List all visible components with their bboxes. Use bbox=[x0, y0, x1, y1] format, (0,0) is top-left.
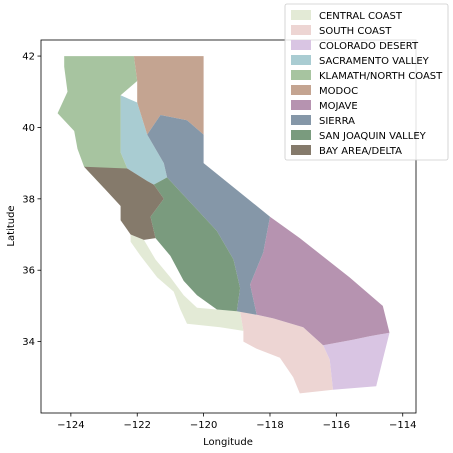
y-axis-label: Latitude bbox=[6, 205, 17, 246]
region-modoc bbox=[133, 56, 204, 135]
region-mojave bbox=[250, 216, 390, 346]
legend-box bbox=[284, 3, 449, 161]
x-tick-label: −118 bbox=[256, 420, 283, 431]
legend-swatch-colorado-desert bbox=[291, 40, 311, 50]
x-axis-label: Longitude bbox=[203, 437, 253, 448]
region-san-joaquin-valley bbox=[150, 177, 241, 312]
x-tick-label: −122 bbox=[124, 420, 151, 431]
y-tick-label: 40 bbox=[22, 123, 35, 134]
region-colorado-desert bbox=[323, 332, 390, 390]
y-tick-label: 42 bbox=[22, 52, 35, 63]
legend-swatch-central-coast bbox=[291, 10, 311, 20]
y-tick-label: 38 bbox=[22, 194, 35, 205]
legend-label-colorado-desert: COLORADO DESERT bbox=[319, 41, 419, 52]
region-central-coast bbox=[130, 234, 244, 331]
legend-swatch-sierra bbox=[291, 115, 311, 125]
region-sierra bbox=[147, 115, 270, 315]
legend-label-sierra: SIERRA bbox=[319, 116, 355, 127]
plot-frame bbox=[40, 39, 417, 414]
legend-items: CENTRAL COAST SOUTH COAST COLORADO DESERT S… bbox=[291, 10, 443, 157]
y-axis: 34 36 38 40 42 bbox=[22, 52, 41, 348]
legend-label-sacramento-valley: SACRAMENTO VALLEY bbox=[319, 56, 430, 67]
region-bay-area-delta bbox=[84, 166, 164, 240]
x-tick-label: −114 bbox=[389, 420, 416, 431]
legend-swatch-bay-area-delta bbox=[291, 145, 311, 155]
legend-swatch-sacramento-valley bbox=[291, 55, 311, 65]
x-axis: −124 −122 −120 −118 −116 −114 bbox=[57, 413, 416, 431]
legend-label-modoc: MODOC bbox=[319, 86, 358, 97]
legend-label-klamath-north-coast: KLAMATH/NORTH COAST bbox=[319, 71, 443, 82]
region-sacramento-valley bbox=[120, 95, 168, 185]
legend-label-central-coast: CENTRAL COAST bbox=[319, 11, 403, 22]
legend-label-bay-area-delta: BAY AREA/DELTA bbox=[319, 146, 402, 157]
legend-label-south-coast: SOUTH COAST bbox=[319, 26, 392, 37]
region-south-coast bbox=[240, 311, 333, 394]
legend-swatch-mojave bbox=[291, 100, 311, 110]
region-klamath-north-coast bbox=[57, 56, 138, 189]
map-regions bbox=[57, 56, 390, 394]
legend-swatch-modoc bbox=[291, 85, 311, 95]
legend-swatch-san-joaquin-valley bbox=[291, 130, 311, 140]
legend-swatch-klamath-north-coast bbox=[291, 70, 311, 80]
legend-swatch-south-coast bbox=[291, 25, 311, 35]
legend: CENTRAL COAST SOUTH COAST COLORADO DESERT S… bbox=[284, 3, 449, 161]
x-tick-label: −116 bbox=[323, 420, 350, 431]
legend-label-mojave: MOJAVE bbox=[319, 101, 358, 112]
x-tick-label: −124 bbox=[57, 420, 84, 431]
y-tick-label: 34 bbox=[22, 337, 35, 348]
x-tick-label: −120 bbox=[190, 420, 217, 431]
y-tick-label: 36 bbox=[22, 266, 35, 277]
legend-label-san-joaquin-valley: SAN JOAQUIN VALLEY bbox=[319, 131, 427, 142]
